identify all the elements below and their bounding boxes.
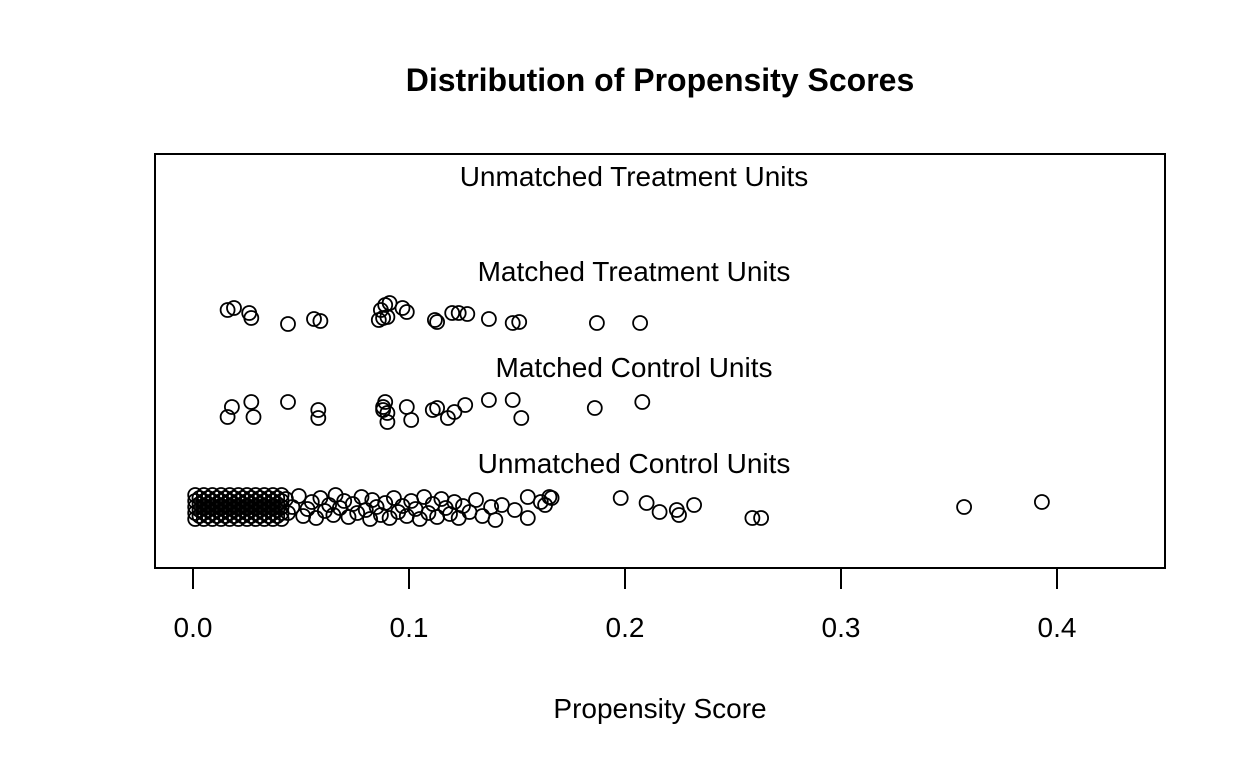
chart-title: Distribution of Propensity Scores <box>405 62 915 98</box>
group-label-matched-treatment: Matched Treatment Units <box>477 256 791 287</box>
x-tick-label-0.2: 0.2 <box>605 612 645 643</box>
x-tick-label-0.3: 0.3 <box>821 612 861 643</box>
x-axis-label: Propensity Score <box>553 693 767 724</box>
x-tick-label-0.4: 0.4 <box>1037 612 1077 643</box>
x-tick-label-0.0: 0.0 <box>173 612 213 643</box>
group-label-unmatched-treatment: Unmatched Treatment Units <box>459 161 809 192</box>
x-tick-label-0.1: 0.1 <box>389 612 429 643</box>
group-label-unmatched-control: Unmatched Control Units <box>477 448 791 479</box>
group-label-matched-control: Matched Control Units <box>495 352 773 383</box>
